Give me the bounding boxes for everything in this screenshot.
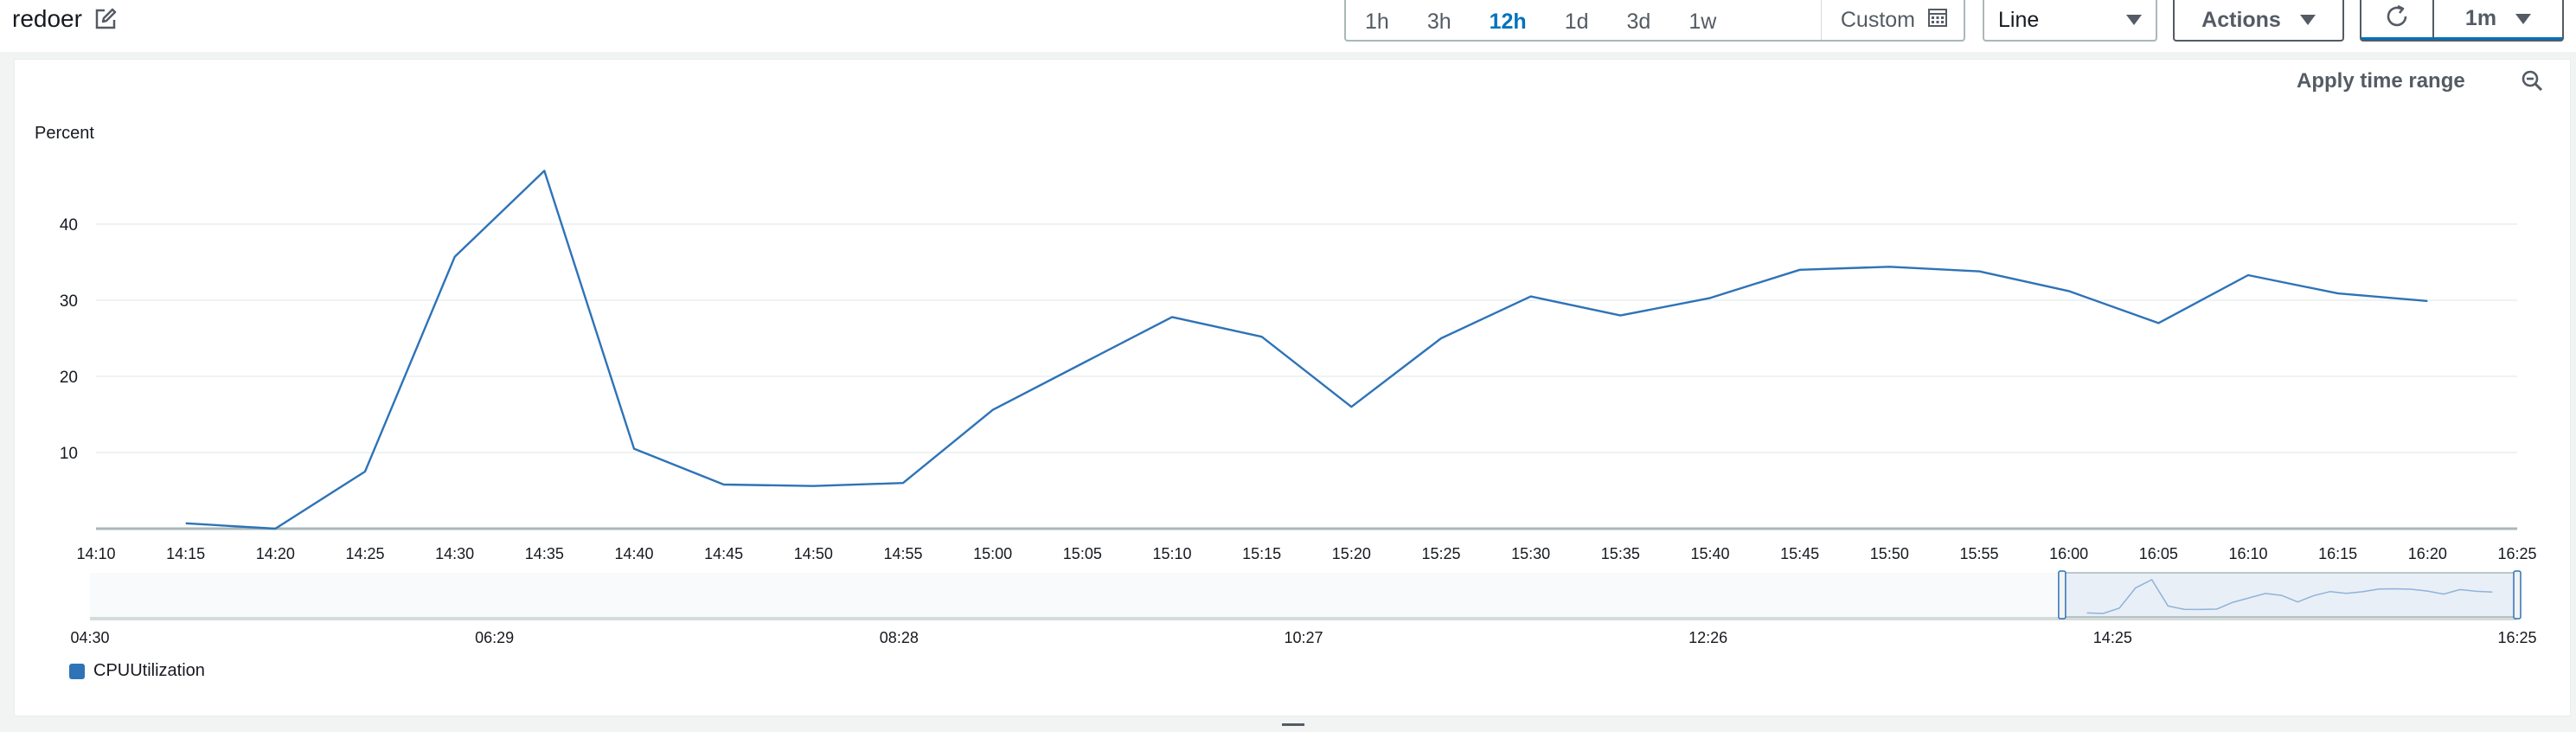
x-tick-label: 14:55: [883, 545, 922, 562]
x-tick-label: 16:15: [2318, 545, 2357, 562]
x-tick-label: 14:30: [435, 545, 474, 562]
range-12h[interactable]: 12h: [1489, 10, 1527, 34]
x-tick-label: 14:45: [704, 545, 743, 562]
chart-legend[interactable]: CPUUtilization: [69, 661, 205, 681]
range-1h[interactable]: 1h: [1365, 10, 1389, 34]
range-3d[interactable]: 3d: [1626, 10, 1651, 34]
refresh-icon: [2384, 3, 2410, 34]
x-tick-label: 14:40: [614, 545, 653, 562]
y-tick-label: 10: [60, 445, 78, 463]
legend-swatch: [69, 663, 85, 679]
navigator-selection[interactable]: [2061, 572, 2518, 618]
chart-type-select[interactable]: Line: [1983, 0, 2157, 42]
zoom-out-icon[interactable]: [2521, 69, 2543, 96]
x-tick-label: 15:05: [1063, 545, 1102, 562]
navigator-left-handle[interactable]: [2058, 570, 2067, 620]
x-tick-label: 15:25: [1421, 545, 1460, 562]
navigator-right-handle[interactable]: [2513, 570, 2522, 620]
navigator-tick-label: 10:27: [1284, 629, 1323, 646]
x-tick-label: 15:20: [1332, 545, 1371, 562]
navigator-tick-label: 08:28: [880, 629, 919, 646]
range-custom-label: Custom: [1840, 7, 1915, 32]
range-custom-button[interactable]: Custom: [1820, 0, 1964, 40]
y-axis-label: Percent: [35, 124, 94, 143]
y-tick-label: 20: [60, 369, 78, 387]
x-tick-label: 14:20: [256, 545, 295, 562]
x-tick-label: 15:50: [1870, 545, 1909, 562]
series-line-cpuutilization: [185, 170, 2428, 530]
refresh-interval-value: 1m: [2464, 6, 2497, 30]
y-tick-label: 30: [60, 292, 78, 311]
actions-button[interactable]: Actions: [2173, 0, 2344, 42]
chart-type-value: Line: [1998, 7, 2040, 32]
range-3h[interactable]: 3h: [1426, 10, 1451, 34]
caret-down-icon: [2515, 13, 2532, 24]
x-tick-label: 15:40: [1690, 545, 1729, 562]
navigator-tick-label: 16:25: [2497, 629, 2536, 646]
x-tick-label: 15:15: [1242, 545, 1281, 562]
x-tick-label: 15:45: [1780, 545, 1819, 562]
x-tick-label: 16:10: [2228, 545, 2267, 562]
x-tick-label: 15:30: [1511, 545, 1550, 562]
widget-title-group: redoer: [12, 5, 117, 33]
resize-handle[interactable]: [1282, 723, 1304, 726]
caret-down-icon: [2299, 15, 2316, 25]
x-tick-label: 16:00: [2049, 545, 2088, 562]
legend-label: CPUUtilization: [93, 661, 205, 680]
x-tick-label: 16:20: [2408, 545, 2447, 562]
refresh-button[interactable]: [2361, 0, 2434, 40]
caret-down-icon: [2126, 15, 2142, 25]
x-tick-label: 16:05: [2139, 545, 2178, 562]
x-tick-label: 16:25: [2497, 545, 2536, 562]
y-tick-label: 40: [60, 216, 78, 234]
apply-time-range-button[interactable]: Apply time range: [2297, 69, 2465, 93]
x-tick-label: 14:50: [794, 545, 833, 562]
x-tick-label: 14:25: [345, 545, 384, 562]
x-tick-label: 14:10: [76, 545, 115, 562]
navigator-tick-label: 04:30: [70, 629, 109, 646]
x-tick-label: 15:00: [973, 545, 1012, 562]
widget-title: redoer: [12, 5, 82, 32]
refresh-interval-select[interactable]: 1m: [2434, 0, 2562, 40]
navigator-series-line: [2086, 579, 2493, 614]
x-tick-label: 14:15: [166, 545, 205, 562]
range-1d[interactable]: 1d: [1564, 10, 1589, 34]
refresh-control: 1m: [2360, 0, 2564, 42]
dashboard-header: redoer 1h 3h 12h 1d 3d 1w Custom: [0, 0, 2576, 52]
calendar-icon: [1927, 7, 1948, 34]
navigator-tick-label: 12:26: [1688, 629, 1727, 646]
x-tick-label: 15:55: [1959, 545, 1998, 562]
x-tick-label: 15:10: [1152, 545, 1191, 562]
range-1w[interactable]: 1w: [1688, 10, 1717, 34]
navigator-tick-label: 14:25: [2093, 629, 2132, 646]
x-tick-label: 15:35: [1601, 545, 1640, 562]
time-range-selector: 1h 3h 12h 1d 3d 1w Custom: [1344, 0, 1965, 42]
edit-icon[interactable]: [94, 8, 117, 30]
navigator-tick-label: 06:29: [475, 629, 514, 646]
x-tick-label: 14:35: [525, 545, 564, 562]
actions-label: Actions: [2201, 7, 2281, 32]
